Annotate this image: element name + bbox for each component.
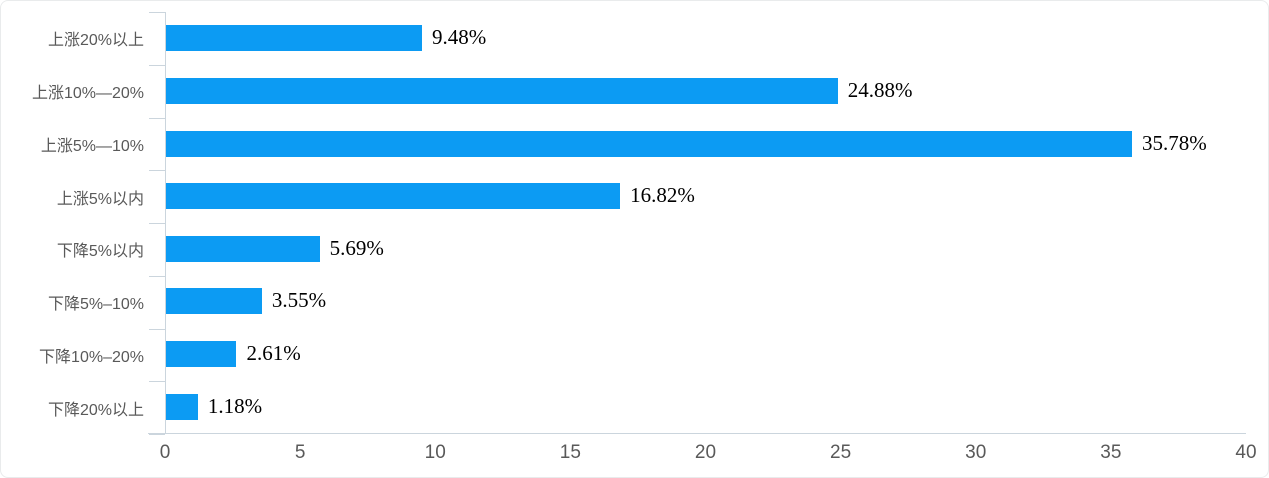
bar-2 (166, 130, 1133, 157)
category-label: 上涨5%—10% (40, 137, 144, 155)
bar-value-label: 3.55% (271, 288, 327, 313)
bar-3 (166, 183, 621, 210)
x-tick-label: 5 (294, 442, 306, 463)
bar-row: 35.78% (166, 117, 1246, 170)
category-label: 上涨20%以上 (47, 32, 144, 50)
category-label: 下降5%以内 (56, 243, 144, 261)
y-tick-mark (149, 170, 165, 172)
bar-value-label: 24.88% (847, 77, 913, 102)
bar-value-label: 5.69% (329, 235, 384, 260)
category-label: 上涨5%以内 (56, 190, 144, 208)
x-tick-label: 0 (159, 442, 171, 463)
x-tick-label: 15 (559, 442, 581, 463)
y-tick-mark (149, 275, 165, 277)
y-tick-mark (149, 434, 165, 435)
y-axis-ticks (149, 12, 165, 435)
bar-value-label: 9.48% (431, 25, 487, 50)
x-tick-label: 40 (1235, 442, 1257, 463)
bar-row: 3.55% (166, 275, 1246, 328)
y-tick-mark (149, 381, 165, 383)
bar-7 (166, 393, 198, 420)
bar-row: 2.61% (166, 328, 1246, 381)
y-tick-mark (149, 223, 165, 224)
x-tick-label: 25 (830, 442, 852, 463)
bar-5 (166, 288, 262, 315)
category-label: 下降20%以上 (47, 401, 144, 419)
bar-row: 1.18% (166, 380, 1246, 433)
y-tick-mark (149, 117, 165, 119)
y-tick-mark (149, 12, 165, 13)
category-label: 上涨10%—20% (31, 85, 144, 103)
bar-row: 16.82% (166, 170, 1246, 223)
bar-1 (166, 77, 838, 104)
bar-row: 9.48% (166, 12, 1246, 65)
category-label: 下降10%–20% (39, 348, 144, 366)
bar-value-label: 1.18% (207, 393, 263, 418)
bar-0 (166, 25, 422, 52)
bar-row: 5.69% (166, 223, 1246, 276)
y-tick-mark (149, 64, 165, 66)
bar-value-label: 2.61% (246, 341, 301, 366)
bar-value-label: 35.78% (1142, 130, 1207, 155)
x-axis-tick-labels: 0 5 10 15 20 25 30 35 40 (160, 442, 1257, 468)
y-tick-mark (149, 328, 165, 330)
bar-6 (166, 341, 237, 368)
plot-area: 9.48% 24.88% 35.78% 16.82% 5.69% 3.55% 2.61% 1.… (165, 12, 1246, 434)
bar-row: 24.88% (166, 65, 1246, 118)
x-tick-label: 10 (424, 442, 446, 463)
x-tick-label: 20 (694, 442, 717, 463)
category-label: 下降5%–10% (47, 296, 144, 314)
bar-4 (166, 235, 320, 262)
bar-value-label: 16.82% (630, 183, 695, 208)
x-tick-label: 30 (965, 442, 987, 463)
x-tick-label: 35 (1100, 442, 1122, 463)
x-axis-line-extension (148, 433, 165, 434)
category-labels: 上涨20%以上上涨10%—20% 上涨5%—10% 上涨5%以内 下降5%以内下降5%… (1, 12, 144, 434)
